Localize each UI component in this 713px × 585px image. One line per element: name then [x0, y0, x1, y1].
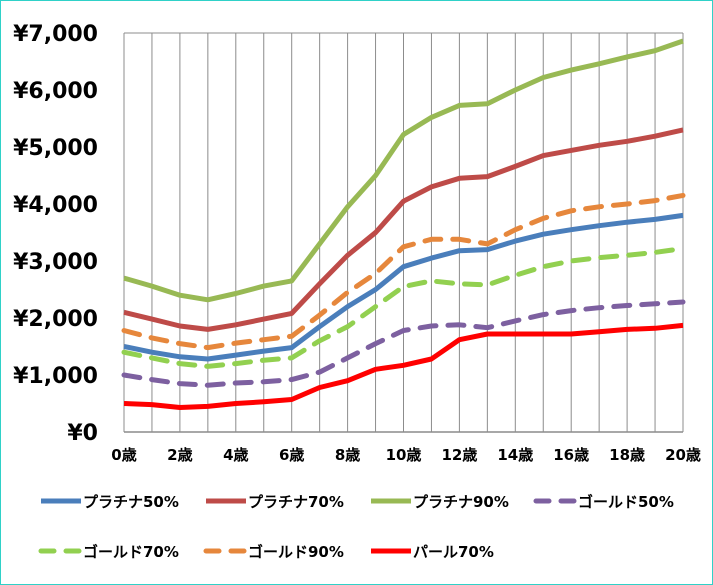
- legend-item: ゴールド90%: [203, 543, 344, 561]
- x-axis: 0歳 2歳 4歳 6歳 8歳 10歳 12歳 14歳 16歳 18歳 20歳: [111, 446, 701, 464]
- x-tick-label: 18歳: [609, 446, 645, 464]
- x-tick-label: 8歳: [335, 446, 360, 464]
- x-tick-label: 0歳: [111, 446, 136, 464]
- x-tick-label: 20歳: [665, 446, 701, 464]
- legend-item: ゴールド70%: [38, 543, 179, 561]
- legend-label: ゴールド50%: [578, 493, 674, 511]
- legend: プラチナ50% プラチナ70% プラチナ90% ゴールド50% ゴールド70% ゴールド9…: [38, 493, 674, 561]
- legend-label: プラチナ70%: [248, 493, 344, 511]
- series-line-4: [121, 299, 686, 388]
- y-tick-label: ¥5,000: [13, 136, 98, 161]
- series-lines: [121, 38, 686, 410]
- y-tick-label: ¥3,000: [13, 250, 98, 275]
- series-line-3: [123, 38, 684, 303]
- legend-item: パール70%: [371, 543, 494, 561]
- legend-item: プラチナ90%: [371, 493, 509, 511]
- series-line-1: [123, 212, 684, 362]
- legend-item: プラチナ70%: [206, 493, 344, 511]
- x-tick-label: 16歳: [553, 446, 589, 464]
- series-line-7: [123, 322, 684, 410]
- legend-label: プラチナ50%: [83, 493, 179, 511]
- legend-item: プラチナ50%: [41, 493, 179, 511]
- x-tick-label: 14歳: [497, 446, 533, 464]
- y-axis: ¥0 ¥1,000 ¥2,000 ¥3,000 ¥4,000 ¥5,000 ¥6,000 ¥7…: [13, 22, 98, 446]
- x-tick-label: 12歳: [441, 446, 477, 464]
- legend-label: パール70%: [413, 543, 494, 561]
- legend-label: ゴールド70%: [83, 543, 179, 561]
- y-tick-label: ¥7,000: [13, 22, 98, 47]
- y-tick-label: ¥0: [67, 421, 98, 446]
- series-line-2: [123, 127, 684, 332]
- x-tick-label: 6歳: [279, 446, 304, 464]
- series-line-5: [121, 246, 686, 369]
- legend-label: ゴールド90%: [248, 543, 344, 561]
- gridlines: [123, 32, 684, 433]
- x-tick-label: 10歳: [386, 446, 422, 464]
- legend-label: プラチナ90%: [413, 493, 509, 511]
- legend-item: ゴールド50%: [533, 493, 674, 511]
- y-tick-label: ¥2,000: [13, 307, 98, 332]
- y-tick-label: ¥6,000: [13, 79, 98, 104]
- y-tick-label: ¥1,000: [13, 364, 98, 389]
- x-tick-label: 4歳: [223, 446, 248, 464]
- x-tick-label: 2歳: [167, 446, 192, 464]
- series-line-6: [121, 192, 686, 351]
- y-tick-label: ¥4,000: [13, 193, 98, 218]
